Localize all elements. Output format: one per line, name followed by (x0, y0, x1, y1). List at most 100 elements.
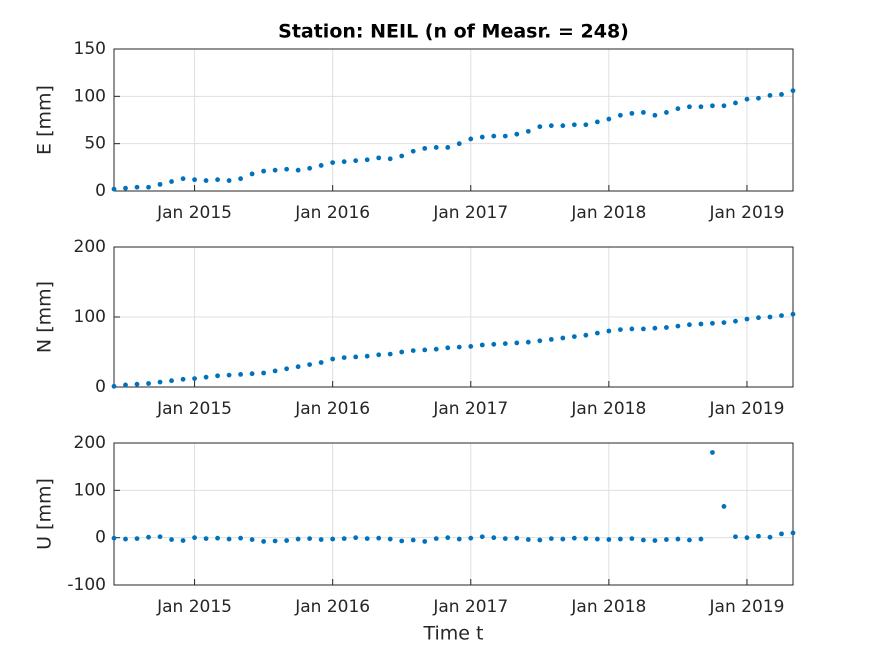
axes-frame (113, 246, 794, 388)
data-point (456, 344, 462, 350)
data-point (330, 356, 336, 362)
data-point (410, 148, 416, 154)
data-point (629, 110, 635, 116)
x-tick-label: Jan 2019 (709, 203, 785, 223)
data-point (790, 530, 796, 536)
data-point (318, 163, 324, 168)
data-point (640, 326, 646, 332)
data-point (433, 536, 439, 542)
data-point (157, 534, 163, 540)
data-point (364, 157, 370, 163)
x-tick-label: Jan 2015 (156, 203, 232, 223)
data-point (111, 186, 117, 192)
data-point (376, 535, 382, 541)
data-point (353, 158, 359, 164)
data-point (307, 536, 313, 542)
data-point (238, 535, 243, 541)
data-point (226, 536, 232, 542)
data-point (146, 534, 151, 540)
data-point (445, 145, 451, 150)
data-point (215, 177, 220, 183)
data-point (134, 381, 140, 387)
data-point (456, 536, 462, 542)
data-point (652, 325, 658, 331)
data-point (640, 110, 646, 115)
data-point (664, 325, 669, 330)
data-point (560, 335, 566, 341)
data-point (468, 136, 474, 142)
data-point (721, 103, 727, 109)
data-point (249, 371, 255, 377)
data-point (284, 538, 290, 543)
data-point (192, 535, 197, 541)
data-point (537, 537, 543, 543)
data-point (525, 537, 531, 542)
data-point (399, 349, 405, 355)
data-point (537, 338, 543, 344)
data-point (479, 534, 485, 540)
data-point (445, 345, 451, 351)
data-point (675, 536, 681, 542)
data-point (548, 337, 554, 342)
data-point (652, 538, 658, 543)
x-tick-label: Jan 2015 (156, 399, 232, 419)
x-tick-label: Jan 2018 (570, 597, 646, 617)
data-point (779, 313, 784, 318)
data-point (468, 535, 474, 541)
data-point (399, 153, 405, 159)
y-tick-label: 100 (74, 86, 106, 106)
data-point (341, 536, 347, 542)
data-point (157, 181, 163, 187)
y-tick-label: -100 (67, 575, 106, 595)
panel: Jan 2015 Jan 2016 Jan 2017 Jan 2018 Jan 2019… (34, 237, 796, 419)
data-point (169, 537, 174, 542)
data-point (226, 372, 232, 378)
data-point (583, 332, 589, 338)
y-tick-label: 100 (74, 480, 106, 500)
data-point (456, 141, 462, 147)
data-point (123, 382, 128, 388)
data-point (353, 535, 359, 541)
data-point (629, 326, 635, 332)
data-point (664, 537, 669, 542)
data-point (295, 167, 301, 173)
data-point (721, 320, 727, 325)
data-point (514, 340, 520, 346)
x-tick-label: Jan 2017 (432, 597, 508, 617)
data-point (779, 531, 784, 537)
data-point (238, 372, 243, 377)
data-point (698, 536, 704, 542)
y-tick-label: 0 (95, 377, 106, 397)
x-tick-label: Jan 2016 (294, 597, 370, 617)
data-point (180, 176, 186, 182)
data-point (525, 128, 531, 134)
data-point (687, 104, 692, 110)
data-point (318, 360, 324, 365)
data-point (249, 171, 255, 177)
data-point (767, 314, 773, 320)
data-point (422, 347, 428, 353)
y-tick-label: 0 (95, 181, 106, 201)
data-point (502, 341, 508, 346)
data-point (721, 504, 727, 509)
data-point (422, 146, 428, 151)
data-point (502, 536, 508, 542)
data-point (548, 123, 554, 129)
data-point (514, 535, 520, 541)
data-point (399, 538, 405, 544)
data-point (744, 535, 750, 541)
data-point (123, 536, 128, 542)
data-point (272, 538, 278, 544)
data-point (479, 342, 485, 348)
x-tick-label: Jan 2017 (432, 399, 508, 419)
axes-frame (113, 48, 794, 192)
data-point (710, 450, 715, 455)
data-point (594, 330, 600, 336)
data-point (433, 145, 439, 150)
data-point (767, 534, 773, 540)
data-point (617, 536, 623, 542)
data-point (284, 366, 290, 372)
x-tick-label: Jan 2019 (709, 399, 785, 419)
data-point (272, 167, 278, 173)
